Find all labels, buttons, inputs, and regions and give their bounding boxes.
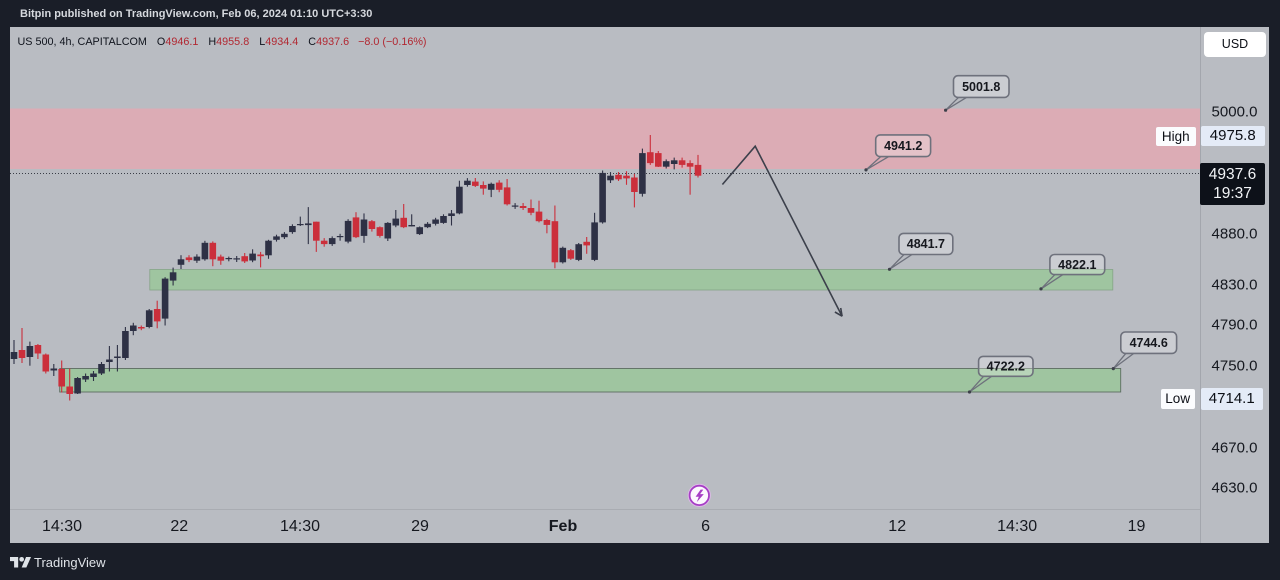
svg-text:4744.6: 4744.6 <box>1130 336 1168 350</box>
svg-text:4822.1: 4822.1 <box>1058 258 1096 272</box>
svg-text:4941.2: 4941.2 <box>884 139 922 153</box>
svg-text:4841.7: 4841.7 <box>907 237 945 251</box>
svg-text:5001.8: 5001.8 <box>962 80 1000 94</box>
svg-text:4722.2: 4722.2 <box>987 360 1025 374</box>
